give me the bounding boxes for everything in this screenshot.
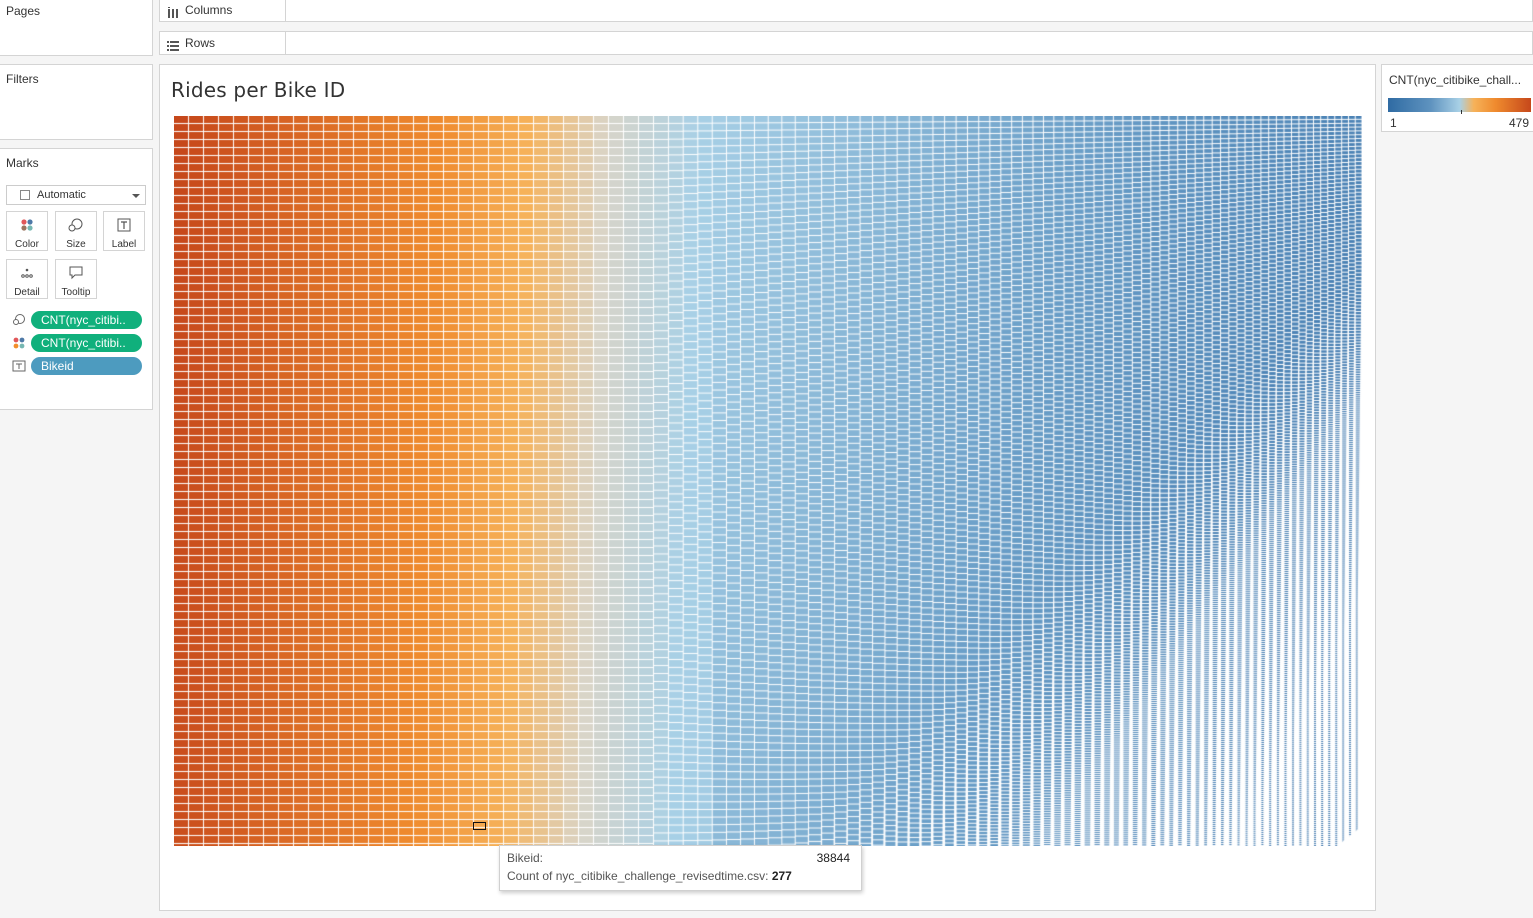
color-button-label: Color	[15, 239, 39, 250]
mark-type-dropdown[interactable]: Automatic	[6, 185, 146, 205]
color-legend[interactable]: CNT(nyc_citibike_chall... 1 479	[1381, 64, 1533, 132]
marks-card: Marks Automatic Color Size Label Detail …	[0, 148, 153, 410]
legend-max-value: 479	[1508, 116, 1529, 130]
rows-shelf[interactable]: Rows	[159, 31, 1533, 55]
size-button-label: Size	[66, 239, 86, 250]
detail-button[interactable]: Detail	[6, 259, 48, 299]
tooltip-bikeid-label: Bikeid:	[507, 851, 544, 865]
mark-tooltip: Bikeid: 38844 Count of nyc_citibike_chal…	[499, 845, 862, 891]
tooltip-bikeid-value: 38844	[816, 851, 850, 865]
tooltip-button-label: Tooltip	[61, 287, 91, 298]
pill-bikeid[interactable]: Bikeid	[31, 357, 142, 375]
color-icon	[7, 218, 47, 234]
legend-color-ramp	[1388, 98, 1531, 112]
tooltip-icon	[56, 266, 96, 282]
color-button[interactable]: Color	[6, 211, 48, 251]
size-icon	[12, 313, 26, 327]
mark-type-icon	[20, 190, 30, 200]
columns-label: Columns	[185, 3, 233, 17]
columns-icon	[167, 4, 179, 26]
size-icon	[56, 218, 96, 234]
marks-title: Marks	[6, 156, 39, 170]
label-icon	[104, 218, 144, 234]
marks-pill-size[interactable]: CNT(nyc_citibi..	[12, 311, 144, 329]
tooltip-count-label: Count of nyc_citibike_challenge_revisedt…	[507, 869, 769, 883]
color-icon	[12, 336, 26, 350]
legend-min-value: 1	[1390, 116, 1397, 130]
pages-title: Pages	[6, 4, 41, 18]
columns-shelf-label: Columns	[160, 0, 286, 21]
rows-label: Rows	[185, 36, 216, 50]
tooltip-button[interactable]: Tooltip	[55, 259, 97, 299]
pill-cnt-color[interactable]: CNT(nyc_citibi..	[31, 334, 142, 352]
marks-pill-label[interactable]: Bikeid	[12, 357, 144, 375]
size-button[interactable]: Size	[55, 211, 97, 251]
filters-card[interactable]: Filters	[0, 64, 153, 140]
treemap-chart[interactable]	[174, 116, 1362, 846]
tooltip-count-value: 277	[771, 869, 792, 883]
legend-center-tick	[1461, 110, 1462, 114]
rows-icon	[167, 37, 179, 59]
pill-cnt-size[interactable]: CNT(nyc_citibi..	[31, 311, 142, 329]
marks-pill-color[interactable]: CNT(nyc_citibi..	[12, 334, 144, 352]
label-button[interactable]: Label	[103, 211, 145, 251]
detail-icon	[7, 266, 47, 282]
tooltip-count-row: Count of nyc_citibike_challenge_revisedt…	[507, 869, 792, 883]
mark-type-label: Automatic	[37, 189, 86, 201]
pages-card[interactable]: Pages	[0, 0, 153, 56]
highlighted-mark[interactable]	[473, 822, 486, 830]
viz-title: Rides per Bike ID	[171, 78, 346, 102]
rows-shelf-label: Rows	[160, 32, 286, 54]
columns-shelf[interactable]: Columns	[159, 0, 1533, 22]
label-icon	[12, 359, 26, 373]
legend-title: CNT(nyc_citibike_chall...	[1389, 73, 1522, 87]
chevron-down-icon	[132, 194, 140, 198]
filters-title: Filters	[6, 72, 39, 86]
label-button-label: Label	[111, 239, 137, 250]
detail-button-label: Detail	[14, 287, 40, 298]
